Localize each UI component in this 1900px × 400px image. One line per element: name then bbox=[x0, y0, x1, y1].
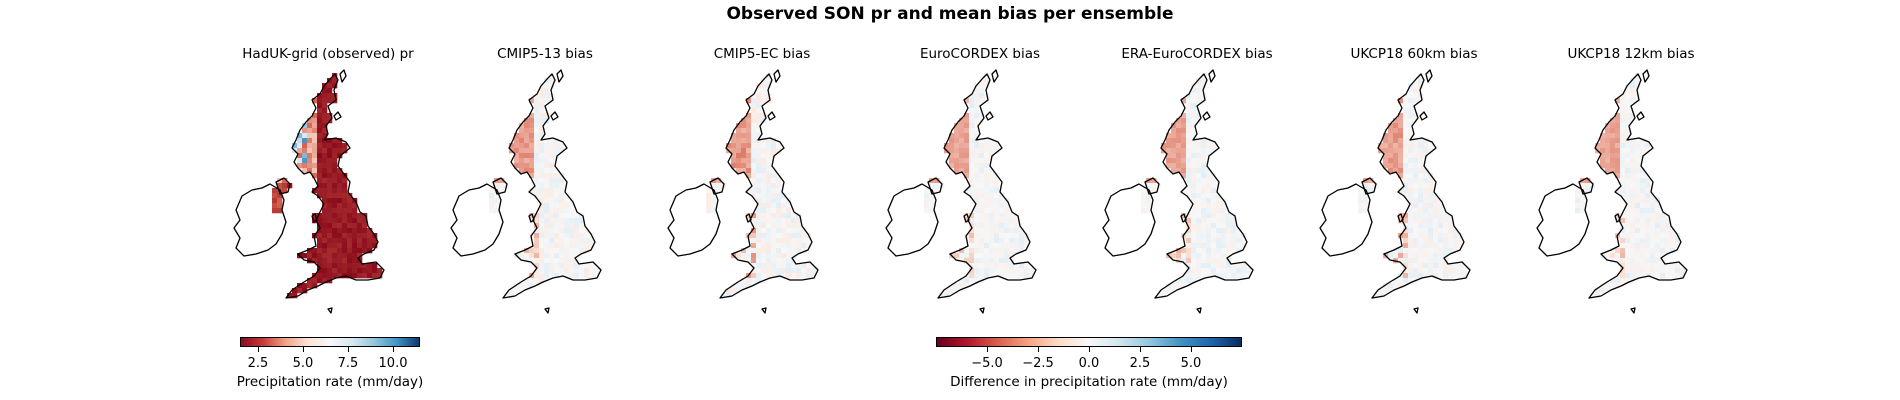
observed-colorbar-tick-label: 7.5 bbox=[337, 356, 359, 371]
coastline-island bbox=[767, 111, 776, 121]
coastline-island bbox=[556, 69, 564, 83]
observed-colorbar-tick-mark bbox=[258, 347, 259, 352]
panel-title-1: CMIP5-13 bias bbox=[497, 46, 593, 62]
coastline-island bbox=[709, 177, 725, 195]
coastline-island bbox=[1202, 111, 1211, 121]
coastline-ireland bbox=[233, 183, 287, 257]
coastline-island bbox=[1361, 177, 1377, 195]
coastline-ireland bbox=[885, 183, 939, 257]
precip-grid bbox=[489, 73, 600, 299]
coastline-ireland bbox=[1536, 183, 1590, 257]
coastline-island bbox=[1614, 213, 1621, 223]
panel-title-3: EuroCORDEX bias bbox=[919, 46, 1041, 62]
coastline-island bbox=[979, 307, 985, 314]
coastline-great-britain bbox=[1588, 73, 1688, 299]
coastline-great-britain bbox=[1371, 73, 1471, 299]
coastline-great-britain bbox=[502, 73, 602, 299]
panel-title-2: CMIP5-EC bias bbox=[713, 46, 811, 62]
observed-colorbar-tick-label: 2.5 bbox=[247, 356, 269, 371]
bias-colorbar-tick-mark bbox=[987, 347, 988, 352]
coastline-island bbox=[1419, 111, 1428, 121]
observed-colorbar-tick-label: 10.0 bbox=[378, 356, 408, 371]
coastline-island bbox=[1397, 213, 1404, 223]
bias-colorbar-tick-mark bbox=[1038, 347, 1039, 352]
map-panel-1 bbox=[450, 69, 602, 314]
coastline-great-britain bbox=[1154, 73, 1254, 299]
panel-title-5: UKCP18 60km bias bbox=[1350, 46, 1478, 62]
coastline-island bbox=[1144, 177, 1160, 195]
coastline-island bbox=[1630, 307, 1636, 314]
coastline-ireland bbox=[1102, 183, 1156, 257]
map-panel-6 bbox=[1536, 69, 1688, 314]
coastline-ireland bbox=[1319, 183, 1373, 257]
observed-colorbar bbox=[240, 337, 420, 347]
panel-title-0: HadUK-grid (observed) pr bbox=[242, 46, 414, 62]
map-panel-5 bbox=[1319, 69, 1471, 314]
coastline-island bbox=[544, 307, 550, 314]
panel-title-6: UKCP18 12km bias bbox=[1567, 46, 1695, 62]
coastline-island bbox=[963, 213, 970, 223]
coastline-island bbox=[927, 177, 943, 195]
coastline-great-britain bbox=[285, 73, 385, 299]
coastline-island bbox=[339, 69, 347, 83]
coastline-island bbox=[1180, 213, 1187, 223]
bias-colorbar-tick-mark bbox=[1140, 347, 1141, 352]
bias-colorbar-tick-label: −5.0 bbox=[971, 356, 1003, 371]
observed-colorbar-label: Precipitation rate (mm/day) bbox=[236, 374, 424, 390]
coastline-ireland bbox=[450, 183, 504, 257]
coastline-island bbox=[275, 177, 291, 195]
coastline-island bbox=[327, 307, 333, 314]
panel-title-4: ERA-EuroCORDEX bias bbox=[1121, 46, 1273, 62]
bias-colorbar-tick-label: 0.0 bbox=[1078, 356, 1100, 371]
bias-colorbar-tick-label: 5.0 bbox=[1180, 356, 1202, 371]
precip-grid bbox=[924, 73, 1035, 299]
figure-title: Observed SON pr and mean bias per ensemb… bbox=[726, 4, 1174, 24]
observed-colorbar-tick-label: 5.0 bbox=[292, 356, 314, 371]
map-panel-4 bbox=[1102, 69, 1254, 314]
map-panel-3 bbox=[885, 69, 1037, 314]
coastline-island bbox=[1196, 307, 1202, 314]
coastline-island bbox=[1578, 177, 1594, 195]
map-panel-2 bbox=[667, 69, 819, 314]
map-panel-0 bbox=[233, 69, 385, 314]
coastline-island bbox=[1642, 69, 1650, 83]
coastline-island bbox=[1636, 111, 1645, 121]
observed-colorbar-tick-mark bbox=[303, 347, 304, 352]
coastline-great-britain bbox=[937, 73, 1037, 299]
precip-grid bbox=[272, 73, 383, 299]
coastline-island bbox=[550, 111, 559, 121]
bias-colorbar-tick-mark bbox=[1089, 347, 1090, 352]
coastline-island bbox=[761, 307, 767, 314]
precip-grid bbox=[706, 73, 817, 299]
coastline-island bbox=[745, 213, 752, 223]
observed-colorbar-tick-mark bbox=[393, 347, 394, 352]
precip-grid bbox=[1358, 73, 1469, 299]
coastline-island bbox=[773, 69, 781, 83]
coastline-island bbox=[492, 177, 508, 195]
coastline-island bbox=[1208, 69, 1216, 83]
coastline-island bbox=[528, 213, 535, 223]
precip-grid bbox=[1141, 73, 1252, 299]
coastline-great-britain bbox=[719, 73, 819, 299]
bias-colorbar bbox=[936, 337, 1242, 347]
bias-colorbar-tick-label: −2.5 bbox=[1022, 356, 1054, 371]
coastline-island bbox=[985, 111, 994, 121]
coastline-ireland bbox=[667, 183, 721, 257]
coastline-island bbox=[1413, 307, 1419, 314]
coastline-island bbox=[333, 111, 342, 121]
precip-grid bbox=[1575, 73, 1686, 299]
observed-colorbar-tick-mark bbox=[348, 347, 349, 352]
bias-colorbar-tick-mark bbox=[1191, 347, 1192, 352]
bias-colorbar-label: Difference in precipitation rate (mm/day… bbox=[950, 374, 1228, 390]
coastline-island bbox=[991, 69, 999, 83]
coastline-island bbox=[311, 213, 318, 223]
coastline-island bbox=[1425, 69, 1433, 83]
bias-colorbar-tick-label: 2.5 bbox=[1129, 356, 1151, 371]
